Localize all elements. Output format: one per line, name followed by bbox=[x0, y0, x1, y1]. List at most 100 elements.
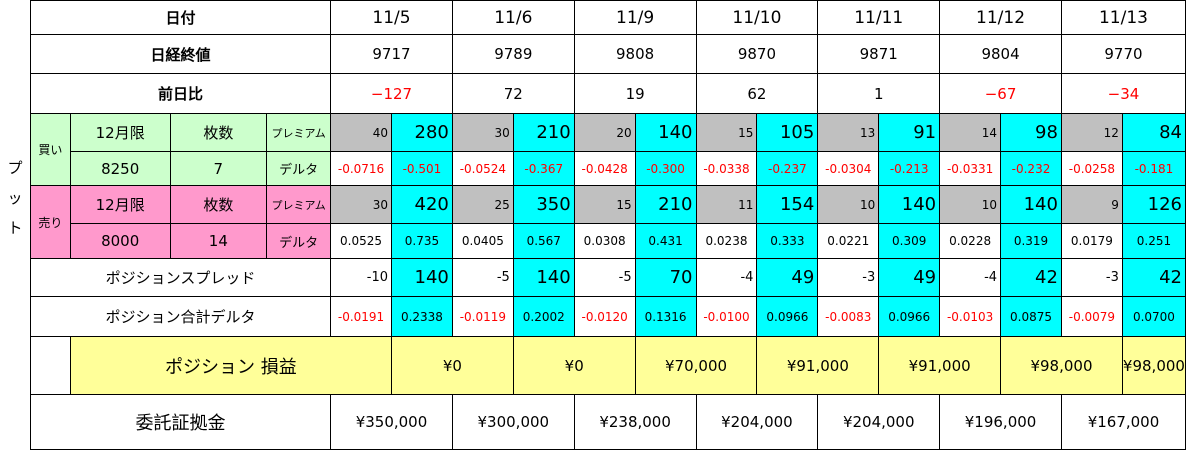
sell-premium: 10 bbox=[817, 185, 880, 224]
change-cell: 62 bbox=[695, 73, 819, 114]
buy-month-label: 12月限 bbox=[69, 113, 171, 152]
margin-cell: ¥204,000 bbox=[695, 394, 819, 450]
buy-delta: -0.0428 bbox=[573, 151, 636, 186]
buy-delta: -0.0331 bbox=[939, 151, 1002, 186]
change-row: 前日比 −127 72 19 62 1 −67 −34 bbox=[0, 73, 1186, 114]
sell-premium: 9 bbox=[1060, 185, 1123, 224]
position-delta-total: 0.0966 bbox=[878, 296, 941, 337]
sell-delta-total: 0.431 bbox=[634, 223, 697, 259]
position-delta-total: 0.2002 bbox=[512, 296, 575, 337]
sell-delta: 0.0221 bbox=[817, 223, 880, 259]
position-delta: -0.0100 bbox=[695, 296, 758, 337]
sell-delta-total: 0.319 bbox=[1000, 223, 1062, 259]
buy-delta-total: -0.367 bbox=[512, 151, 575, 186]
position-delta: -0.0120 bbox=[573, 296, 636, 337]
buy-premium-total: 84 bbox=[1121, 113, 1186, 152]
change-cell: −34 bbox=[1060, 73, 1186, 114]
date-cell: 11/11 bbox=[817, 0, 941, 35]
sell-premium-total: 350 bbox=[512, 185, 575, 224]
side-label-put: プット bbox=[0, 0, 31, 395]
close-cell: 9870 bbox=[695, 34, 819, 74]
margin-cell: ¥196,000 bbox=[939, 394, 1062, 450]
margin-cell: ¥167,000 bbox=[1060, 394, 1186, 450]
buy-premium-total: 280 bbox=[391, 113, 453, 152]
pnl-cell: ¥70,000 bbox=[634, 336, 758, 395]
sell-delta-label: デルタ bbox=[266, 223, 332, 259]
pnl-cell: ¥98,000 bbox=[1000, 336, 1123, 395]
buy-delta: -0.0304 bbox=[817, 151, 880, 186]
margin-label: 委託証拠金 bbox=[29, 394, 332, 450]
position-delta: -0.0083 bbox=[817, 296, 880, 337]
change-cell: 72 bbox=[451, 73, 575, 114]
margin-cell: ¥300,000 bbox=[451, 394, 575, 450]
close-cell: 9717 bbox=[330, 34, 453, 74]
position-delta: -0.0079 bbox=[1060, 296, 1123, 337]
close-cell: 9804 bbox=[939, 34, 1062, 74]
buy-premium: 13 bbox=[817, 113, 880, 152]
sell-delta-row: 8000 14 デルタ 0.0525 0.735 0.0405 0.567 0.… bbox=[0, 223, 1186, 259]
side-blank bbox=[30, 336, 71, 395]
sell-delta-total: 0.567 bbox=[512, 223, 575, 259]
spread-total: 140 bbox=[391, 258, 453, 297]
sell-qty-label: 枚数 bbox=[169, 185, 268, 224]
margin-row: 委託証拠金 ¥350,000 ¥300,000 ¥238,000 ¥204,00… bbox=[0, 394, 1186, 450]
buy-premium-total: 105 bbox=[756, 113, 819, 152]
close-cell: 9871 bbox=[817, 34, 941, 74]
buy-delta-total: -0.232 bbox=[1000, 151, 1062, 186]
pnl-cell: ¥0 bbox=[391, 336, 514, 395]
date-row: プット 日付 11/5 11/6 11/9 11/10 11/11 11/12 … bbox=[0, 0, 1186, 395]
spread-value: -4 bbox=[695, 258, 758, 297]
sell-delta: 0.0525 bbox=[330, 223, 392, 259]
spread-total: 49 bbox=[878, 258, 941, 297]
spread-row: ポジションスプレッド -10 140 -5 140 -5 70 -4 49 -3… bbox=[0, 258, 1186, 297]
spread-total: 140 bbox=[512, 258, 575, 297]
sell-premium: 30 bbox=[330, 185, 392, 224]
close-cell: 9789 bbox=[451, 34, 575, 74]
date-cell: 11/12 bbox=[939, 0, 1062, 35]
buy-delta-total: -0.213 bbox=[878, 151, 941, 186]
buy-premium-total: 98 bbox=[1000, 113, 1062, 152]
sell-qty: 14 bbox=[169, 223, 268, 259]
buy-premium-total: 91 bbox=[878, 113, 941, 152]
spread-value: -10 bbox=[330, 258, 392, 297]
sell-strike: 8000 bbox=[69, 223, 171, 259]
margin-cell: ¥204,000 bbox=[817, 394, 941, 450]
buy-premium: 15 bbox=[695, 113, 758, 152]
pnl-cell: ¥91,000 bbox=[756, 336, 880, 395]
pnl-cell: ¥0 bbox=[512, 336, 636, 395]
buy-premium-total: 210 bbox=[512, 113, 575, 152]
date-cell: 11/9 bbox=[573, 0, 697, 35]
sell-premium-total: 210 bbox=[634, 185, 697, 224]
change-cell: 19 bbox=[573, 73, 697, 114]
total-delta-row: ポジション合計デルタ -0.0191 0.2338 -0.0119 0.2002… bbox=[0, 296, 1186, 337]
buy-delta-total: -0.300 bbox=[634, 151, 697, 186]
spread-value: -4 bbox=[939, 258, 1002, 297]
change-cell: 1 bbox=[817, 73, 941, 114]
sell-delta-total: 0.251 bbox=[1121, 223, 1186, 259]
buy-premium: 12 bbox=[1060, 113, 1123, 152]
buy-premium-total: 140 bbox=[634, 113, 697, 152]
buy-strike: 8250 bbox=[69, 151, 171, 186]
close-header: 日経終値 bbox=[29, 34, 332, 74]
buy-delta-row: 8250 7 デルタ -0.0716 -0.501 -0.0524 -0.367… bbox=[0, 151, 1186, 186]
spread-total: 49 bbox=[756, 258, 819, 297]
sell-premium-total: 140 bbox=[1000, 185, 1062, 224]
margin-cell: ¥350,000 bbox=[330, 394, 453, 450]
date-cell: 11/5 bbox=[330, 0, 453, 35]
sell-delta-total: 0.735 bbox=[391, 223, 453, 259]
change-cell: −67 bbox=[939, 73, 1062, 114]
buy-premium: 30 bbox=[451, 113, 514, 152]
position-delta-total: 0.0875 bbox=[1000, 296, 1062, 337]
buy-delta: -0.0716 bbox=[330, 151, 392, 186]
date-cell: 11/13 bbox=[1060, 0, 1186, 35]
sell-premium-total: 140 bbox=[878, 185, 941, 224]
change-cell: −127 bbox=[330, 73, 453, 114]
date-cell: 11/10 bbox=[695, 0, 819, 35]
close-cell: 9808 bbox=[573, 34, 697, 74]
buy-premium: 14 bbox=[939, 113, 1002, 152]
sell-premium-total: 154 bbox=[756, 185, 819, 224]
pnl-cell: ¥98,000 bbox=[1121, 336, 1186, 395]
spread-value: -3 bbox=[817, 258, 880, 297]
